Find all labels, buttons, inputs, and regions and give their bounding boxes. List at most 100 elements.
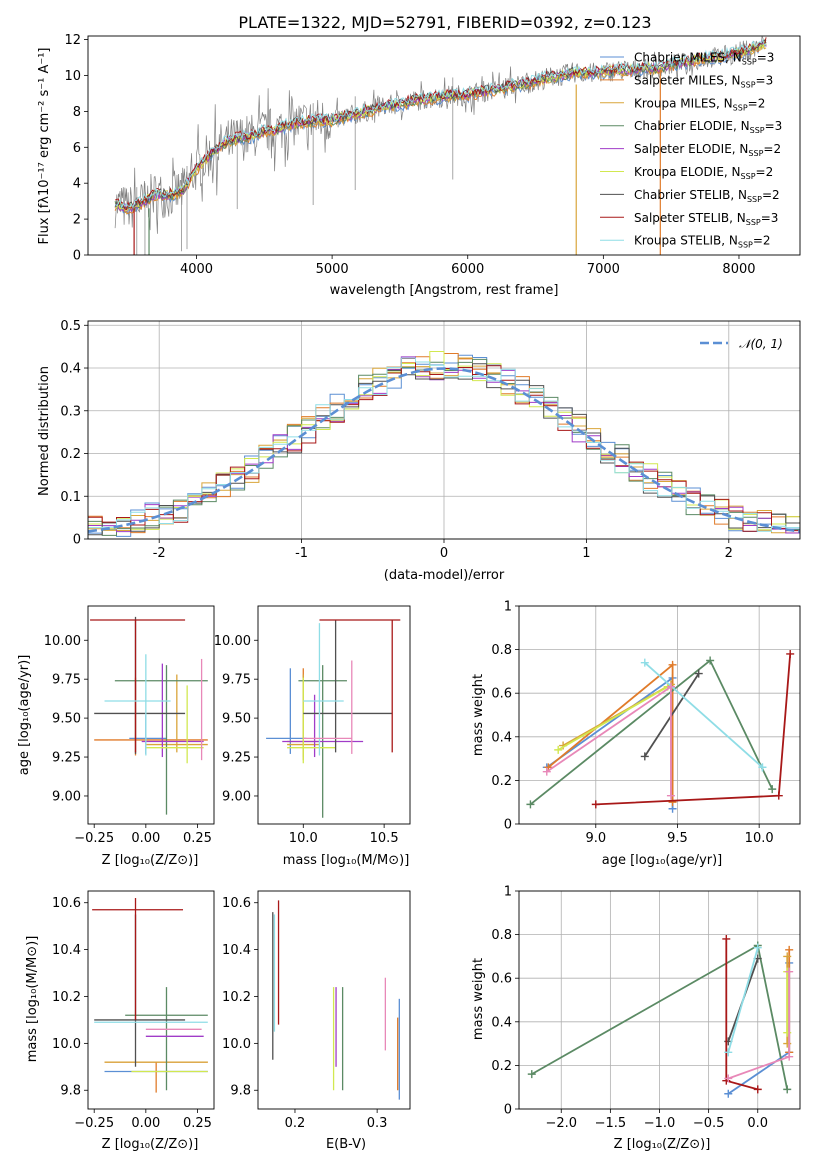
- series-marker: [786, 649, 795, 658]
- errorbars: [92, 898, 208, 1093]
- y-tick-label: 10.4: [222, 943, 251, 958]
- y-tick-label: 10.6: [52, 896, 81, 911]
- weight-z-ylabel: mass weight: [471, 958, 486, 1040]
- y-tick-label: 10.4: [52, 943, 81, 958]
- series-marker: [785, 1052, 794, 1061]
- y-tick-label: 0.2: [491, 1059, 512, 1074]
- y-tick-label: 9.8: [60, 1084, 81, 1099]
- series-marker: [785, 945, 794, 954]
- errorbar-point: [141, 663, 204, 758]
- errorbar-point: [92, 898, 184, 1020]
- y-tick-label: 10.00: [214, 634, 251, 649]
- legend-label: Kroupa STELIB, NSSP=2: [634, 234, 771, 250]
- mass-vs-ebv-panel: 0.2 0.3 9.8 10.0 10.2 10.4 10.6: [222, 890, 411, 1131]
- age-vs-z-panel: −0.25 0.00 0.25 9.00 9.25 9.50 9.75 10.00: [44, 605, 215, 846]
- series-marker: [785, 967, 794, 976]
- y-tick-label: 2: [73, 213, 81, 228]
- legend-entry: Kroupa MILES, NSSP=2: [600, 96, 765, 112]
- x-tick-label: −0.5: [693, 1116, 725, 1131]
- y-tick-label: 0.4: [491, 1015, 512, 1030]
- series-marker: [527, 1070, 536, 1079]
- axes-frame: [87, 320, 801, 540]
- x-tick-label: 0.25: [183, 1116, 212, 1131]
- x-tick-label: 0.0: [747, 1116, 768, 1131]
- series-marker: [591, 800, 600, 809]
- series-marker: [666, 791, 675, 800]
- axes-frame: [87, 35, 801, 256]
- x-tick-label: -2: [153, 546, 166, 561]
- series-marker: [753, 1085, 762, 1094]
- errorbars: [272, 900, 400, 1100]
- errorbar-point: [287, 677, 336, 764]
- x-tick-label: 5000: [316, 262, 349, 277]
- x-tick-label: 4000: [180, 262, 213, 277]
- series-marker: [640, 658, 649, 667]
- errorbar-point: [145, 685, 204, 764]
- weight-z-xlabel: Z [log₁₀(Z/Z⊙)]: [614, 1137, 711, 1152]
- x-tick-label: −1.5: [595, 1116, 627, 1131]
- histograms: [88, 351, 800, 539]
- mass-z-ylabel: mass [log₁₀(M/M⊙)]: [25, 936, 40, 1063]
- x-tick-label: 10.0: [745, 831, 774, 846]
- legend-entry: Kroupa STELIB, NSSP=2: [600, 234, 771, 250]
- errorbar-point: [94, 677, 208, 756]
- age-vs-mass-panel: 10.0 10.5 9.00 9.25 9.50 9.75 10.00: [214, 605, 411, 846]
- x-tick-label: -1: [295, 546, 308, 561]
- age-mass-xlabel: mass [log₁₀(M/M⊙)]: [283, 853, 410, 868]
- y-tick-label: 0.3: [60, 404, 81, 419]
- errorbar-point: [104, 1061, 208, 1093]
- weight-series: [526, 649, 795, 813]
- series-marker: [783, 1085, 792, 1094]
- x-tick-label: 0.25: [183, 831, 212, 846]
- errorbar-point: [266, 668, 307, 754]
- weight-series: [527, 934, 794, 1098]
- y-tick-label: 0.2: [60, 447, 81, 462]
- y-tick-label: 9.50: [222, 712, 251, 727]
- residual-ylabel: Normed distribution: [37, 366, 52, 496]
- y-tick-label: 9.25: [222, 751, 251, 766]
- x-tick-label: 10.0: [289, 831, 318, 846]
- chart-title: PLATE=1322, MJD=52791, FIBERID=0392, z=0…: [238, 13, 651, 32]
- y-tick-label: 9.00: [222, 789, 251, 804]
- x-tick-label: 10.5: [370, 831, 399, 846]
- spectrum-panel: 4000 5000 6000 7000 8000 0 2 4 6 8 10 12 Chabrier MI…: [64, 33, 801, 277]
- histogram-series: [88, 357, 800, 539]
- errorbar-point: [303, 623, 344, 756]
- y-tick-label: 12: [64, 33, 81, 48]
- y-tick-label: 1: [504, 600, 512, 615]
- x-tick-label: −0.25: [74, 831, 114, 846]
- legend-label: Salpeter STELIB, NSSP=3: [634, 211, 778, 227]
- y-tick-label: 10.0: [52, 1037, 81, 1052]
- legend-label: Chabrier MILES, NSSP=3: [634, 51, 774, 67]
- y-tick-label: 9.25: [52, 751, 81, 766]
- x-tick-label: 0.00: [131, 831, 160, 846]
- weight-age-ylabel: mass weight: [471, 674, 486, 756]
- weight-vs-age-panel: 9.0 9.5 10.0 0 0.2 0.4 0.6 0.8 1: [491, 600, 801, 846]
- x-tick-label: −2.0: [545, 1116, 577, 1131]
- y-tick-label: 10.6: [222, 896, 251, 911]
- series-marker: [758, 763, 767, 772]
- y-tick-label: 0.2: [491, 774, 512, 789]
- legend-label: 𝒩(0, 1): [739, 337, 783, 351]
- series-line: [727, 971, 791, 1080]
- y-tick-label: 9.8: [230, 1084, 251, 1099]
- y-tick-label: 0.8: [491, 643, 512, 658]
- y-tick-label: 10.2: [222, 990, 251, 1005]
- errorbar-point: [94, 914, 186, 1067]
- y-tick-label: 0.4: [491, 730, 512, 745]
- legend-entry: Chabrier MILES, NSSP=3: [600, 51, 774, 67]
- series-marker: [783, 952, 792, 961]
- residual-xlabel: (data-model)/error: [384, 568, 505, 583]
- legend-entry: Salpeter ELODIE, NSSP=2: [600, 142, 781, 158]
- y-tick-label: 9.50: [52, 712, 81, 727]
- legend-entry: Chabrier STELIB, NSSP=2: [600, 188, 780, 204]
- series-marker: [774, 791, 783, 800]
- legend-entry: Salpeter STELIB, NSSP=3: [600, 211, 778, 227]
- axes-frame: [87, 890, 215, 1110]
- series-marker: [666, 682, 675, 691]
- x-tick-label: 1: [582, 546, 590, 561]
- series-marker: [542, 767, 551, 776]
- model-spectrum: [114, 38, 767, 209]
- series-marker: [724, 1074, 733, 1083]
